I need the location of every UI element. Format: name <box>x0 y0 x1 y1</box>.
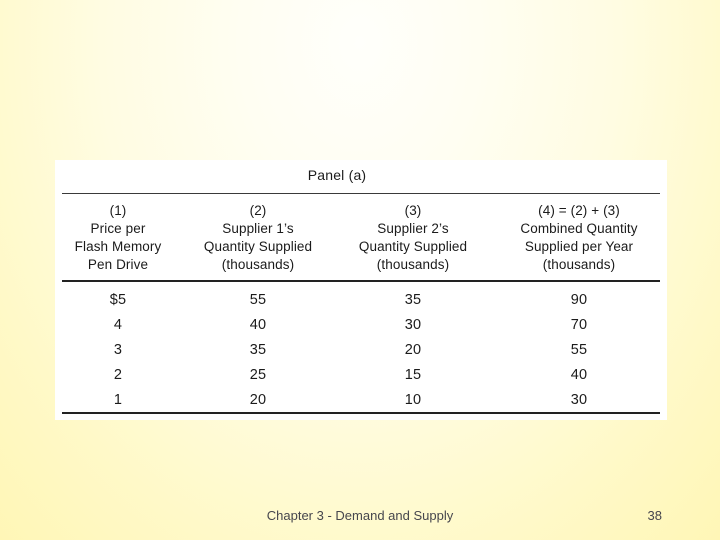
footer-chapter-text: Chapter 3 - Demand and Supply <box>266 508 454 523</box>
cell-price: 4 <box>113 317 123 334</box>
cell-supplier1: 20 <box>249 392 267 408</box>
header-line: Supplier 2’s <box>377 221 449 236</box>
rule-under-header <box>62 280 660 282</box>
cell-price: 1 <box>113 392 123 408</box>
cell-supplier1: 25 <box>249 367 267 384</box>
header-line: (thousands) <box>542 257 616 272</box>
header-line: Quantity Supplied <box>203 239 313 254</box>
cell-combined: 55 <box>570 342 588 359</box>
header-line: Price per <box>90 221 146 236</box>
header-line: Quantity Supplied <box>358 239 468 254</box>
panel-a-table-image: Panel (a) (1) Price per Flash Memory Pen… <box>55 160 667 420</box>
header-line: (3) <box>404 203 422 218</box>
rule-table-bottom <box>62 412 660 414</box>
cell-combined: 40 <box>570 367 588 384</box>
column-header-supplier1: (2) Supplier 1’s Quantity Supplied (thou… <box>181 202 335 274</box>
cell-combined: 70 <box>570 317 588 334</box>
cell-supplier2: 10 <box>404 392 422 408</box>
header-line: Supplied per Year <box>524 239 634 254</box>
cell-supplier1: 40 <box>249 317 267 334</box>
header-line: Pen Drive <box>87 257 149 272</box>
cell-supplier2: 35 <box>404 292 422 309</box>
cell-price: $5 <box>109 292 127 309</box>
header-line: Flash Memory <box>74 239 162 254</box>
table-header-row: (1) Price per Flash Memory Pen Drive (2)… <box>55 202 667 274</box>
column-header-supplier2: (3) Supplier 2’s Quantity Supplied (thou… <box>335 202 491 274</box>
header-line: (thousands) <box>221 257 295 272</box>
header-line: (thousands) <box>376 257 450 272</box>
header-line: (4) = (2) + (3) <box>538 203 620 218</box>
rule-under-title <box>62 193 660 194</box>
table-row: 2 25 15 40 <box>55 363 667 388</box>
header-line: Combined Quantity <box>520 221 638 236</box>
cell-supplier1: 55 <box>249 292 267 309</box>
table-title: Panel (a) <box>307 167 367 183</box>
cell-supplier2: 15 <box>404 367 422 384</box>
column-header-combined: (4) = (2) + (3) Combined Quantity Suppli… <box>491 202 667 274</box>
cell-price: 2 <box>113 367 123 384</box>
header-line: Supplier 1’s <box>222 221 294 236</box>
cell-supplier1: 35 <box>249 342 267 359</box>
cell-supplier2: 30 <box>404 317 422 334</box>
table-row: $5 55 35 90 <box>55 288 667 313</box>
column-header-price: (1) Price per Flash Memory Pen Drive <box>55 202 181 274</box>
cell-combined: 90 <box>570 292 588 309</box>
table-row: 1 20 10 30 <box>55 388 667 413</box>
table-row: 3 35 20 55 <box>55 338 667 363</box>
header-line: (2) <box>249 203 267 218</box>
table-body: $5 55 35 90 4 40 30 70 3 35 20 55 2 25 1… <box>55 288 667 412</box>
header-line: (1) <box>109 203 127 218</box>
table-row: 4 40 30 70 <box>55 313 667 338</box>
cell-price: 3 <box>113 342 123 359</box>
cell-supplier2: 20 <box>404 342 422 359</box>
footer-page-number: 38 <box>647 508 662 523</box>
cell-combined: 30 <box>570 392 588 408</box>
